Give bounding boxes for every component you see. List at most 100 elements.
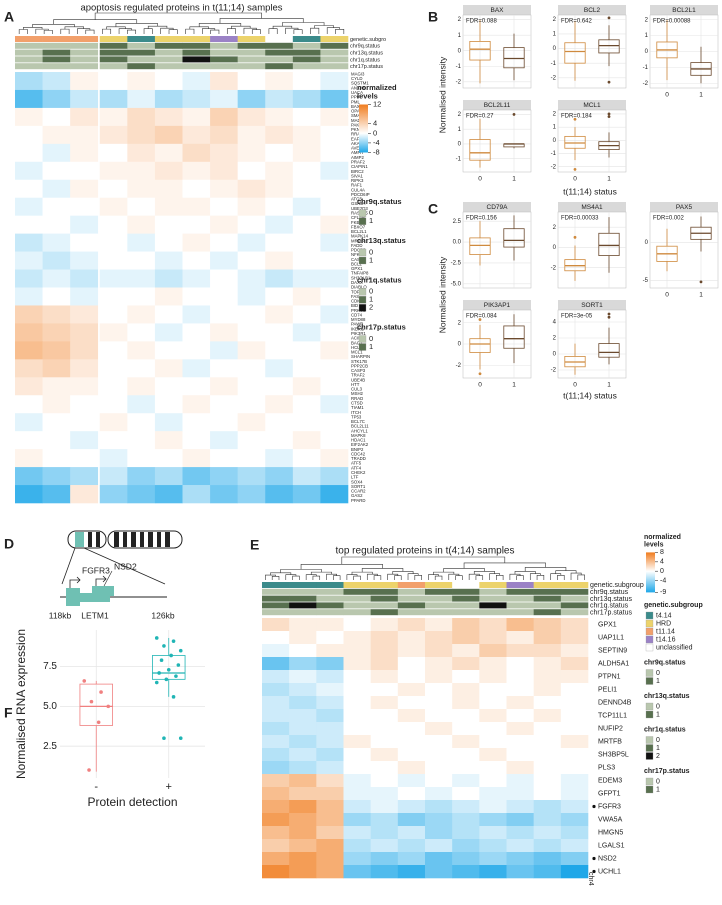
x-tick-label: 1 bbox=[699, 92, 703, 99]
heatmap-cell bbox=[155, 485, 183, 503]
dendrogram-branch bbox=[435, 576, 442, 580]
heatmap-cell bbox=[507, 865, 534, 878]
annotation-cell bbox=[293, 56, 321, 62]
heatmap-cell bbox=[127, 449, 155, 467]
dendrogram-branch bbox=[347, 575, 357, 580]
heatmap-cell bbox=[127, 359, 155, 377]
colorbar-tick-label: 0 bbox=[373, 128, 377, 137]
y-tick-label: 1 bbox=[458, 127, 462, 133]
heatmap-cell bbox=[293, 341, 321, 359]
heatmap-cell bbox=[452, 787, 479, 800]
heatmap-cell bbox=[43, 288, 71, 306]
heatmap-cell bbox=[210, 72, 238, 90]
heatmap-cell bbox=[316, 839, 343, 852]
heatmap-cell bbox=[344, 800, 371, 813]
heatmap-cell bbox=[70, 162, 98, 180]
annotation-cell bbox=[316, 589, 343, 595]
heatmap-cell bbox=[344, 761, 371, 774]
x-tick-label: 0 bbox=[573, 176, 577, 183]
heatmap-cell bbox=[155, 395, 183, 413]
heatmap-cell bbox=[320, 377, 348, 395]
annotation-cell bbox=[479, 589, 506, 595]
row-label: HMGN5 bbox=[598, 829, 623, 836]
annotation-cell bbox=[561, 602, 588, 608]
heatmap-cell bbox=[479, 774, 506, 787]
heatmap-cell bbox=[127, 252, 155, 270]
heatmap-cell bbox=[210, 305, 238, 323]
heatmap-cell bbox=[561, 696, 588, 709]
heatmap-cell bbox=[210, 216, 238, 234]
y-tick-label: 1 bbox=[553, 125, 557, 131]
heatmap-cell bbox=[15, 449, 43, 467]
heatmap-cell bbox=[344, 787, 371, 800]
outlier bbox=[608, 81, 611, 84]
heatmap-cell bbox=[316, 683, 343, 696]
y-tick-label: -2.5 bbox=[451, 261, 462, 267]
heatmap-cell bbox=[127, 305, 155, 323]
heatmap-cell bbox=[425, 644, 452, 657]
dendrogram-branch bbox=[86, 30, 94, 34]
y-tick-label: 2 bbox=[553, 112, 557, 118]
heatmap-cell bbox=[534, 826, 561, 839]
heatmap-cell bbox=[265, 180, 293, 198]
dendrogram-branch bbox=[449, 574, 459, 580]
heatmap-cell bbox=[534, 683, 561, 696]
heatmap-cell bbox=[210, 144, 238, 162]
y-tick-label: -2 bbox=[456, 79, 462, 85]
y-tick-label: 2 bbox=[458, 320, 462, 326]
heatmap-cell bbox=[15, 413, 43, 431]
annotation-cell bbox=[265, 36, 293, 42]
heatmap-cell bbox=[293, 216, 321, 234]
point bbox=[179, 649, 183, 653]
heatmap-cell bbox=[43, 467, 71, 485]
heatmap-cell bbox=[398, 826, 425, 839]
panel-title: apoptosis regulated proteins in t(11;14)… bbox=[80, 3, 282, 14]
heatmap-cell bbox=[265, 144, 293, 162]
annotation-cell bbox=[398, 589, 425, 595]
annotation-cell bbox=[262, 589, 289, 595]
heatmap-cell bbox=[289, 670, 316, 683]
colorbar-tick-label: -8 bbox=[373, 147, 380, 156]
dendrogram-branch bbox=[286, 575, 296, 580]
heatmap-cell bbox=[452, 670, 479, 683]
heatmap-cell bbox=[183, 449, 211, 467]
heatmap-cell bbox=[561, 683, 588, 696]
heatmap-cell bbox=[534, 722, 561, 735]
heatmap-cell bbox=[210, 198, 238, 216]
gene-block bbox=[92, 586, 114, 596]
dendrogram-branch bbox=[333, 576, 340, 580]
annotation-label: chr17p.status bbox=[350, 64, 383, 70]
dendrogram-branch bbox=[36, 29, 48, 34]
dendrogram-branch bbox=[19, 30, 27, 34]
x-axis-label: t(11;14) status bbox=[563, 186, 617, 196]
heatmap-cell bbox=[15, 341, 43, 359]
row-label: MRTFB bbox=[598, 738, 622, 745]
heatmap-cell bbox=[155, 162, 183, 180]
annotation-cell bbox=[507, 596, 534, 602]
dendrogram-branch bbox=[252, 30, 260, 34]
heatmap-cell bbox=[262, 839, 289, 852]
y-tick-label: 1 bbox=[553, 32, 557, 38]
heatmap-cell bbox=[320, 144, 348, 162]
heatmap-cell bbox=[210, 485, 238, 503]
legend-label: 2 bbox=[656, 753, 660, 760]
heatmap-cell bbox=[127, 467, 155, 485]
annotation-cell bbox=[507, 602, 534, 608]
row-label: SEPTIN9 bbox=[598, 647, 627, 654]
annotation-cell bbox=[398, 602, 425, 608]
heatmap-cell bbox=[316, 631, 343, 644]
legend-label: t11.14 bbox=[656, 628, 675, 635]
heatmap-cell bbox=[70, 126, 98, 144]
annotation-cell bbox=[425, 609, 452, 615]
heatmap-cell bbox=[100, 216, 128, 234]
heatmap-cell bbox=[320, 341, 348, 359]
heatmap-cell bbox=[127, 485, 155, 503]
heatmap-cell bbox=[534, 813, 561, 826]
dendrogram-branch bbox=[211, 30, 219, 34]
heatmap-cell bbox=[289, 709, 316, 722]
y-tick-label: -2 bbox=[551, 368, 557, 374]
heatmap-cell bbox=[15, 270, 43, 288]
annotation-cell bbox=[534, 596, 561, 602]
heatmap-cell bbox=[183, 323, 211, 341]
